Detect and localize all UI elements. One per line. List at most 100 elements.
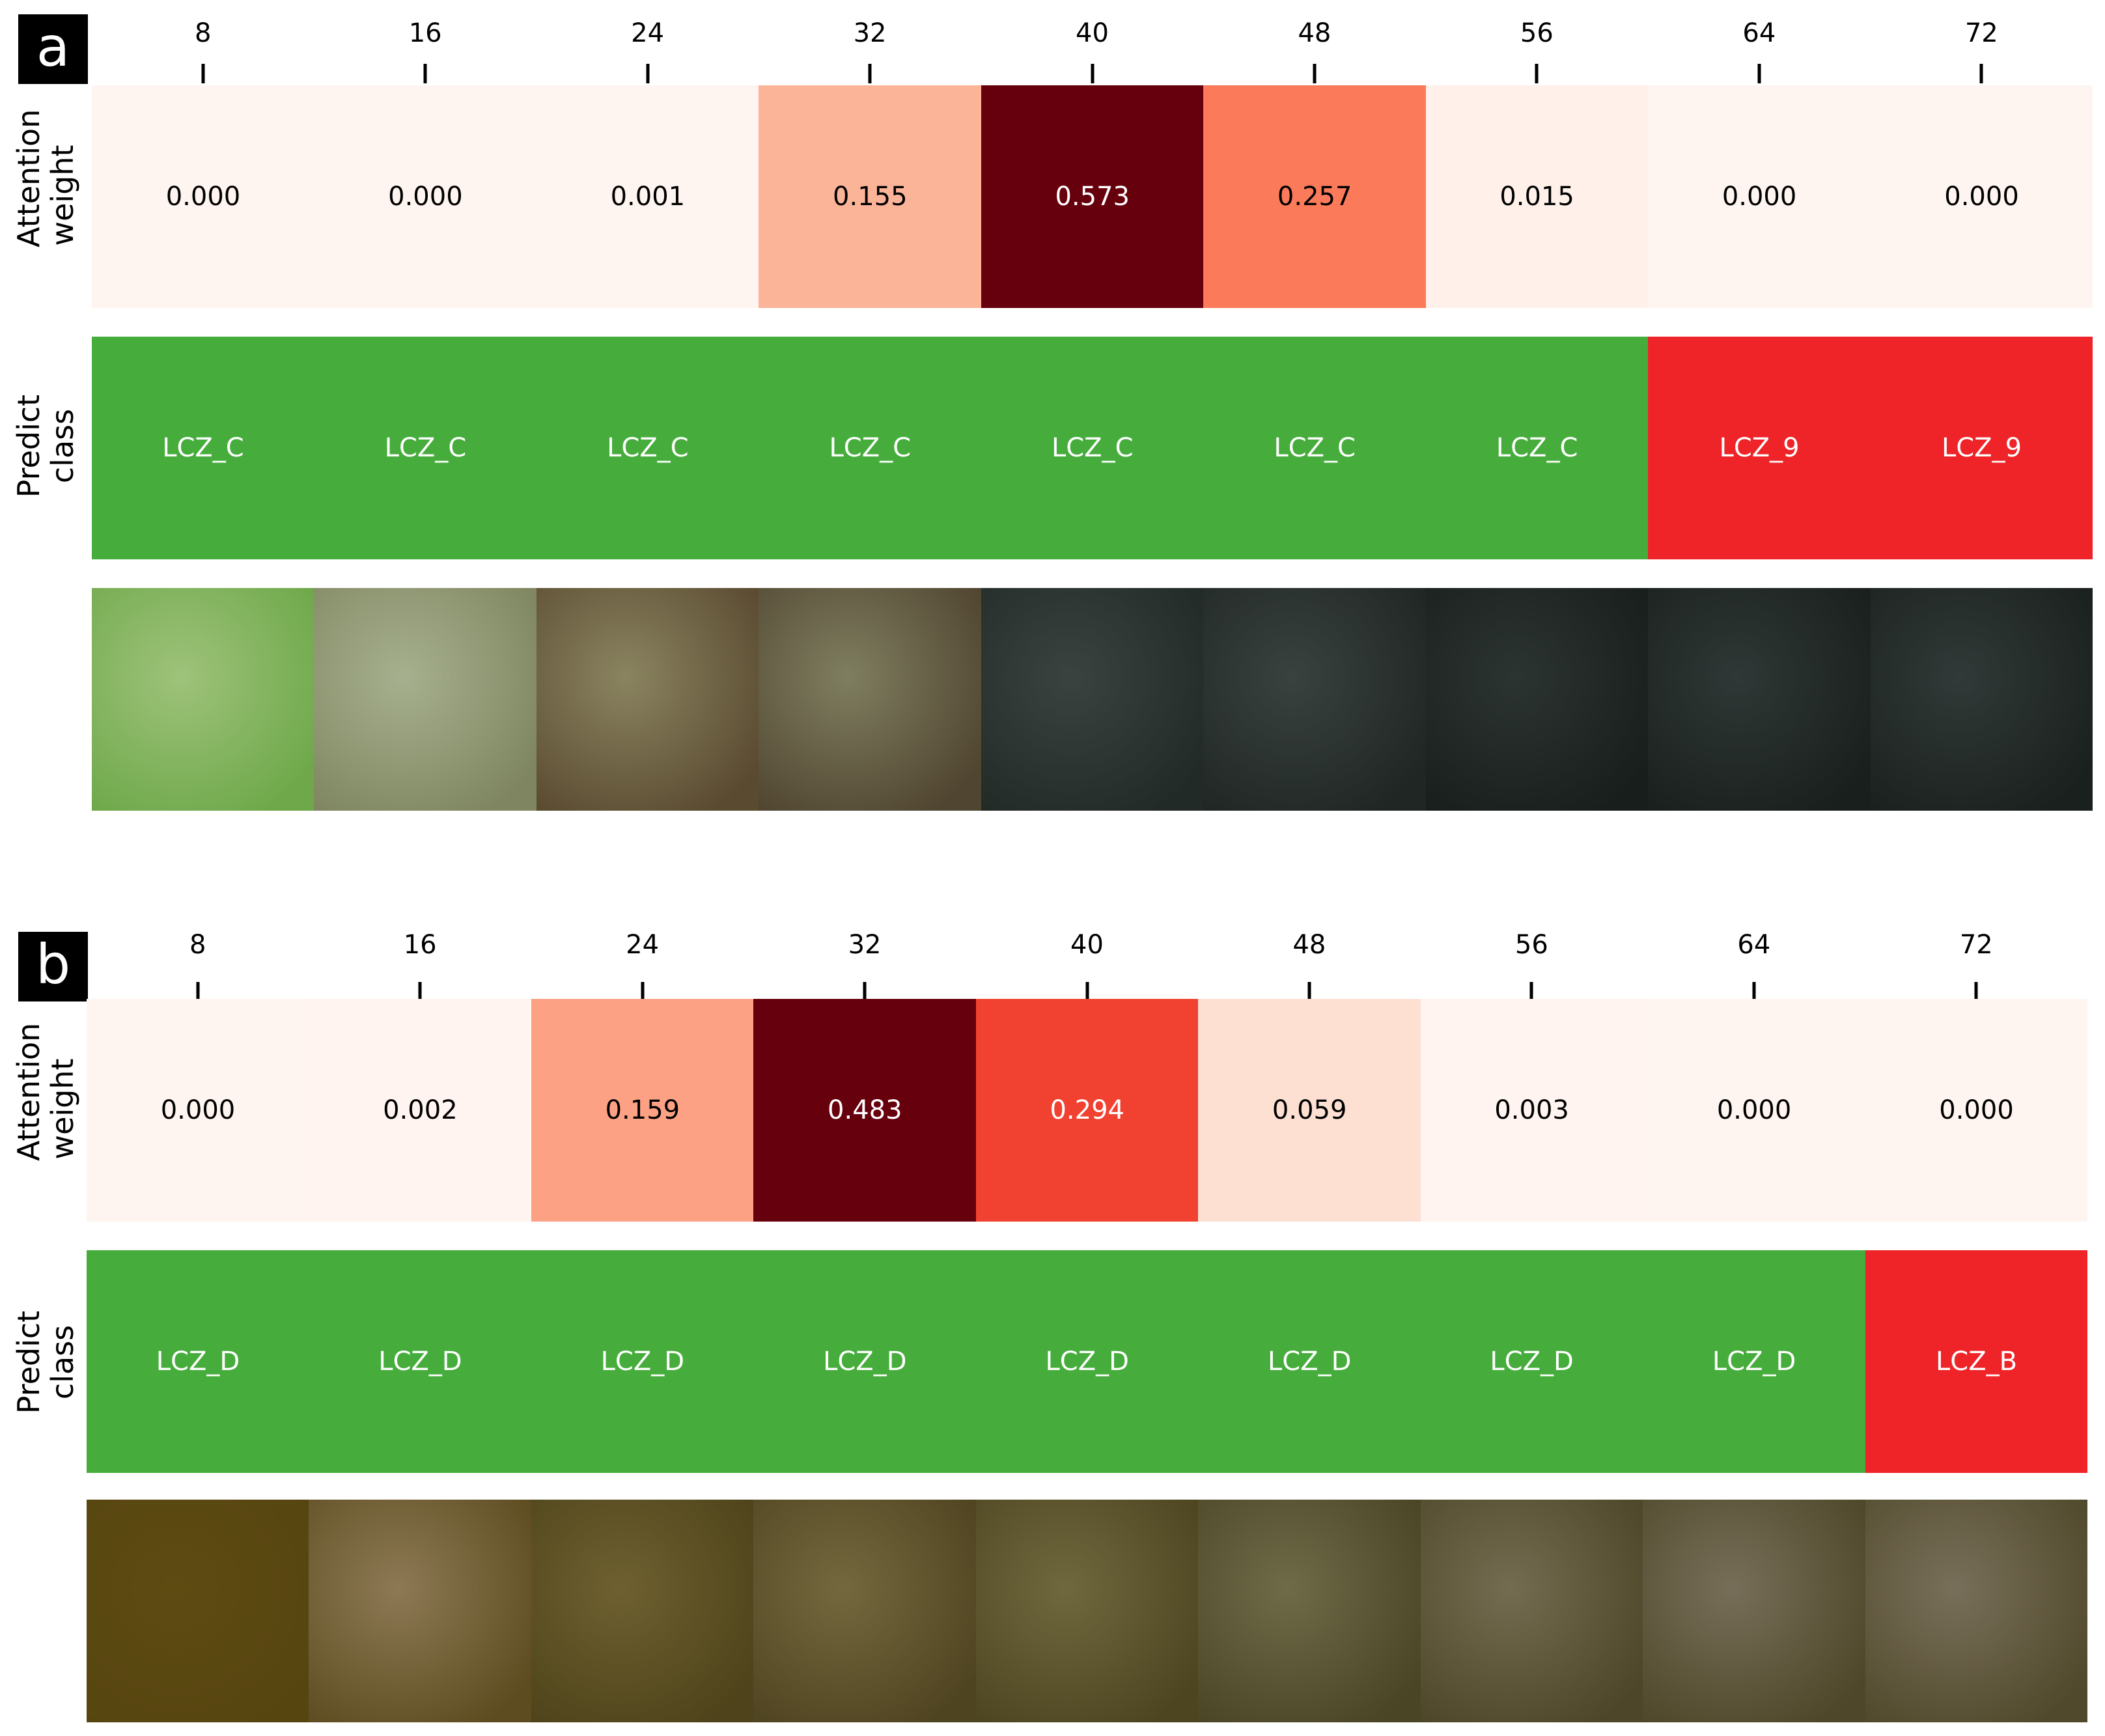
row-label-line: class [45, 408, 80, 484]
class-cell: LCZ_C [92, 337, 314, 559]
x-tick-label: 40 [1076, 18, 1109, 48]
image-strip [87, 1500, 2088, 1722]
satellite-thumbnail [1198, 1500, 1421, 1722]
class-cell: LCZ_D [309, 1250, 532, 1473]
x-tick-label: 32 [848, 930, 882, 960]
heatmap-cell: 0.573 [981, 85, 1204, 308]
row-label-line: Attention [11, 109, 46, 247]
x-tick-label: 72 [1959, 930, 1993, 960]
class-cell: LCZ_C [536, 337, 759, 559]
heatmap-cell: 0.000 [92, 85, 314, 308]
x-tick-mark [196, 982, 200, 1001]
class-cell: LCZ_D [1198, 1250, 1421, 1473]
heatmap-cell: 0.000 [87, 999, 309, 1222]
heatmap-cell: 0.000 [1870, 85, 2093, 308]
satellite-thumbnail [536, 588, 759, 811]
class-cell: LCZ_D [1643, 1250, 1866, 1473]
class-cell: LCZ_D [975, 1250, 1199, 1473]
panel-a: a 8 16 24 32 40 48 56 64 72 Attention weight Predict… [0, 0, 2105, 847]
x-tick-mark [646, 64, 650, 83]
x-tick-label: 64 [1737, 930, 1771, 960]
heatmap-cell: 0.015 [1425, 85, 1649, 308]
satellite-thumbnail [309, 1500, 532, 1722]
class-cell: LCZ_C [759, 337, 982, 559]
x-tick-mark [1307, 982, 1311, 1001]
satellite-thumbnail [314, 588, 537, 811]
predict-class-label: Predict class [11, 394, 80, 498]
x-tick-label: 40 [1070, 930, 1104, 960]
satellite-thumbnail [1648, 588, 1871, 811]
x-tick-label: 8 [194, 18, 212, 48]
x-tick-mark [1091, 64, 1094, 83]
attention-heatmap: 0.000 0.002 0.159 0.483 0.294 0.059 0.003 0.000… [87, 999, 2088, 1222]
class-cell: LCZ_D [531, 1250, 754, 1473]
x-tick-mark [418, 982, 422, 1001]
satellite-thumbnail [759, 588, 982, 811]
class-cell: LCZ_C [981, 337, 1204, 559]
heatmap-cell: 0.003 [1420, 999, 1643, 1222]
class-cell: LCZ_D [753, 1250, 977, 1473]
panel-b: b 8 16 24 32 40 48 56 64 72 Attention weight Predict… [0, 912, 2105, 1736]
panel-label: a [18, 14, 88, 84]
row-label-line: Predict [11, 394, 46, 498]
heatmap-cell: 0.483 [753, 999, 977, 1222]
predict-class-band: LCZ_D LCZ_D LCZ_D LCZ_D LCZ_D LCZ_D LCZ_D LCZ_D… [87, 1250, 2088, 1473]
heatmap-cell: 0.002 [309, 999, 532, 1222]
x-tick-mark [423, 64, 427, 83]
x-tick-mark [1974, 982, 1978, 1001]
x-tick-label: 48 [1298, 18, 1331, 48]
heatmap-cell: 0.001 [536, 85, 759, 308]
x-tick-label: 56 [1514, 930, 1548, 960]
class-cell: LCZ_C [1425, 337, 1649, 559]
heatmap-cell: 0.155 [759, 85, 982, 308]
row-label-line: weight [45, 1058, 80, 1160]
row-label-line: weight [45, 145, 80, 246]
class-cell: LCZ_B [1865, 1250, 2088, 1473]
x-tick-mark [1757, 64, 1761, 83]
x-tick-mark [1535, 64, 1539, 83]
heatmap-cell: 0.159 [531, 999, 754, 1222]
row-label-line: class [45, 1324, 80, 1400]
satellite-thumbnail [92, 588, 314, 811]
class-cell: LCZ_D [87, 1250, 309, 1473]
satellite-thumbnail [1203, 588, 1427, 811]
x-tick-mark [1752, 982, 1756, 1001]
x-tick-label: 8 [189, 930, 206, 960]
class-cell: LCZ_C [1203, 337, 1427, 559]
class-cell: LCZ_D [1420, 1250, 1643, 1473]
x-tick-mark [641, 982, 645, 1001]
x-tick-label: 16 [408, 18, 442, 48]
row-label-line: Predict [11, 1310, 46, 1414]
heatmap-cell: 0.000 [1643, 999, 1866, 1222]
x-tick-label: 16 [403, 930, 437, 960]
satellite-thumbnail [981, 588, 1204, 811]
x-tick-mark [1529, 982, 1533, 1001]
x-tick-label: 32 [853, 18, 887, 48]
predict-class-band: LCZ_C LCZ_C LCZ_C LCZ_C LCZ_C LCZ_C LCZ_C LCZ_9… [92, 337, 2093, 559]
heatmap-cell: 0.000 [1865, 999, 2088, 1222]
heatmap-cell: 0.059 [1198, 999, 1421, 1222]
satellite-thumbnail [1643, 1500, 1866, 1722]
satellite-thumbnail [753, 1500, 977, 1722]
satellite-thumbnail [1425, 588, 1649, 811]
heatmap-cell: 0.294 [975, 999, 1199, 1222]
heatmap-cell: 0.000 [314, 85, 537, 308]
x-tick-mark [868, 64, 872, 83]
x-tick-mark [1979, 64, 1983, 83]
heatmap-cell: 0.257 [1203, 85, 1427, 308]
satellite-thumbnail [1420, 1500, 1643, 1722]
satellite-thumbnail [1870, 588, 2093, 811]
x-tick-label: 64 [1742, 18, 1776, 48]
x-tick-label: 72 [1964, 18, 1998, 48]
panel-label: b [18, 932, 88, 1001]
x-tick-mark [1085, 982, 1089, 1001]
x-tick-label: 24 [626, 930, 660, 960]
x-tick-label: 48 [1292, 930, 1326, 960]
satellite-thumbnail [1865, 1500, 2088, 1722]
attention-weight-label: Attention weight [11, 1023, 80, 1161]
satellite-thumbnail [87, 1500, 309, 1722]
class-cell: LCZ_C [314, 337, 537, 559]
class-cell: LCZ_9 [1870, 337, 2093, 559]
attention-heatmap: 0.000 0.000 0.001 0.155 0.573 0.257 0.015 0.000… [92, 85, 2093, 308]
attention-weight-label: Attention weight [11, 109, 80, 247]
